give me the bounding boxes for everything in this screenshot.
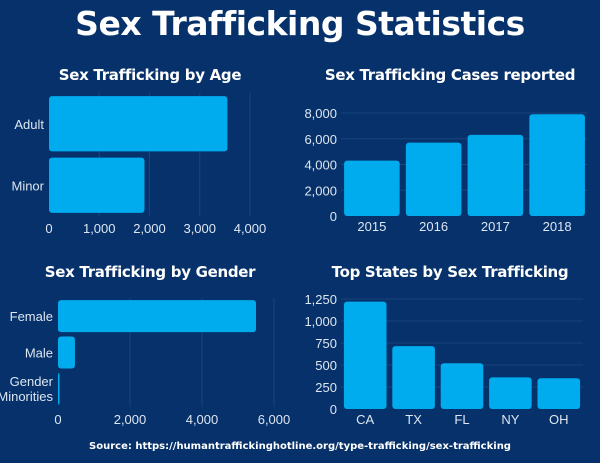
x-tick-label: 3,000 bbox=[183, 221, 216, 236]
x-category-label: OH bbox=[549, 412, 569, 427]
y-category-label: Minor bbox=[11, 178, 44, 193]
states-chart: 0 250 500 750 1,000 1,250 CA TX FL NY OH bbox=[304, 292, 583, 427]
x-tick-label: 6,000 bbox=[258, 412, 291, 427]
bar-2017 bbox=[467, 134, 524, 216]
y-tick-label: 1,000 bbox=[304, 314, 337, 329]
y-category-label: Male bbox=[25, 346, 53, 361]
y-category-label: Adult bbox=[14, 117, 44, 132]
bar-2015 bbox=[344, 160, 400, 216]
x-tick-label: 2,000 bbox=[114, 412, 147, 427]
x-tick-label: 0 bbox=[45, 221, 52, 236]
x-category-label: 2015 bbox=[357, 219, 386, 234]
y-tick-label: 6,000 bbox=[304, 132, 337, 147]
bar-adult bbox=[49, 96, 228, 152]
main-title: Sex Trafficking Statistics bbox=[75, 4, 525, 43]
cases-chart-title: Sex Trafficking Cases reported bbox=[324, 66, 576, 84]
bar-oh bbox=[537, 378, 581, 409]
y-category-label: Gender Minorities bbox=[0, 374, 54, 404]
bar-minor bbox=[49, 157, 145, 213]
y-category-label: Female bbox=[10, 309, 53, 324]
bar-tx bbox=[392, 346, 435, 409]
x-category-label: CA bbox=[356, 412, 374, 427]
bar-2016 bbox=[405, 142, 462, 216]
x-tick-label: 1,000 bbox=[83, 221, 116, 236]
bar-fl bbox=[440, 363, 484, 409]
x-tick-label: 2,000 bbox=[133, 221, 166, 236]
bar-female bbox=[58, 300, 256, 333]
bar-male bbox=[58, 336, 75, 369]
x-tick-label: 4,000 bbox=[186, 412, 219, 427]
y-tick-label: 750 bbox=[315, 336, 337, 351]
x-category-label: 2017 bbox=[481, 219, 510, 234]
y-tick-label: 250 bbox=[315, 380, 337, 395]
source-citation: Source: https://humantraffickinghotline.… bbox=[89, 441, 511, 452]
age-chart-title: Sex Trafficking by Age bbox=[58, 66, 242, 84]
x-tick-label: 0 bbox=[54, 412, 61, 427]
x-tick-label: 4,000 bbox=[234, 221, 267, 236]
cases-chart: 0 2,000 4,000 6,000 8,000 2015 2016 2017 2018 bbox=[304, 106, 588, 234]
y-tick-label: 0 bbox=[330, 402, 337, 417]
y-tick-label: 500 bbox=[315, 358, 337, 373]
y-category-label-line: Gender bbox=[10, 374, 54, 389]
gender-chart: 0 2,000 4,000 6,000 Female Male Gender Minoriti… bbox=[0, 298, 291, 427]
age-chart: 0 1,000 2,000 3,000 4,000 Adult Minor bbox=[11, 93, 267, 236]
states-chart-title: Top States by Sex Trafficking bbox=[331, 263, 569, 281]
x-category-label: 2016 bbox=[419, 219, 448, 234]
y-tick-label: 1,250 bbox=[304, 292, 337, 307]
y-category-label-line: Minorities bbox=[0, 389, 53, 404]
x-category-label: FL bbox=[454, 412, 469, 427]
y-tick-label: 4,000 bbox=[304, 158, 337, 173]
bar-ny bbox=[489, 377, 532, 409]
x-category-label: NY bbox=[501, 412, 519, 427]
x-category-label: 2018 bbox=[543, 219, 572, 234]
y-tick-label: 8,000 bbox=[304, 106, 337, 121]
x-category-label: TX bbox=[405, 412, 422, 427]
bar-gender-minorities bbox=[58, 372, 60, 405]
y-tick-label: 2,000 bbox=[304, 183, 337, 198]
gender-chart-title: Sex Trafficking by Gender bbox=[44, 263, 256, 281]
y-tick-label: 0 bbox=[330, 209, 337, 224]
bar-2018 bbox=[529, 114, 585, 216]
bar-ca bbox=[343, 301, 387, 409]
